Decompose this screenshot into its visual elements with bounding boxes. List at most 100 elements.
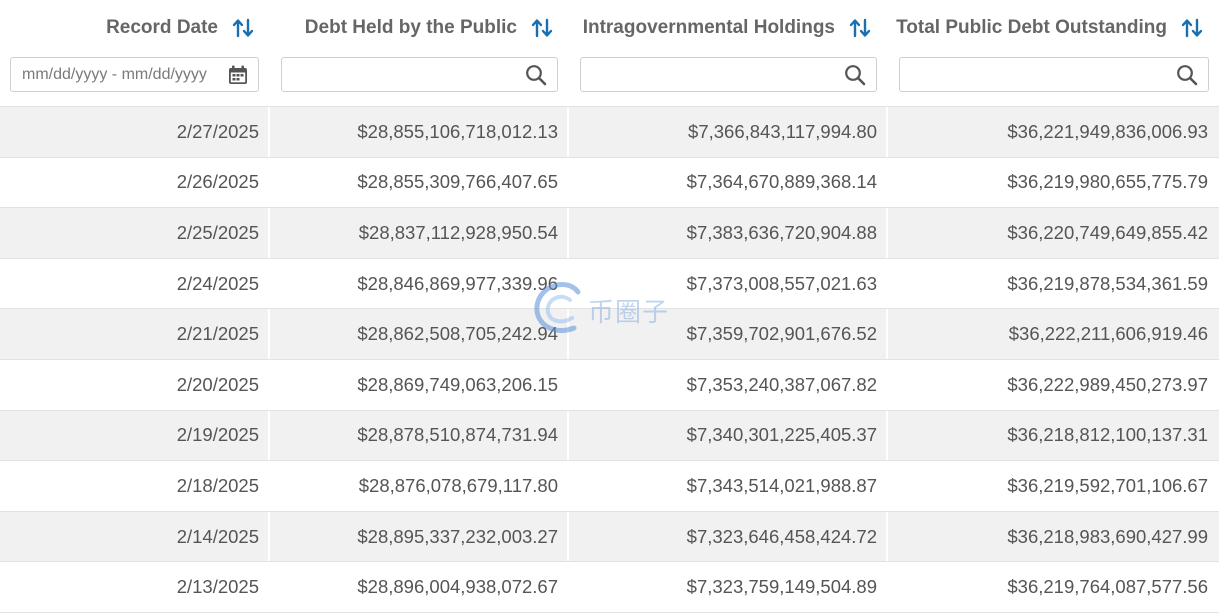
column-separator — [886, 208, 888, 258]
debt-public-search-input[interactable] — [282, 58, 513, 91]
cell-record-date: 2/13/2025 — [176, 576, 259, 598]
cell-total-debt: $36,219,592,701,106.67 — [1007, 474, 1208, 496]
cell-total-debt: $36,221,949,836,006.93 — [1007, 120, 1208, 142]
cell-total-debt: $36,222,211,606,919.46 — [1008, 323, 1208, 345]
sort-arrows-icon[interactable] — [232, 17, 254, 39]
cell-intragov: $7,373,008,557,021.63 — [686, 272, 877, 294]
column-header-record-date[interactable]: Record Date — [0, 0, 254, 56]
table-row: 2/20/2025 $28,869,749,063,206.15 $7,353,24… — [0, 358, 1219, 410]
column-separator — [886, 107, 888, 157]
table-row: 2/18/2025 $28,876,078,679,117.80 $7,343,51… — [0, 460, 1219, 511]
cell-debt-public: $28,837,112,928,950.54 — [358, 221, 558, 243]
cell-record-date: 2/20/2025 — [176, 373, 259, 395]
cell-record-date: 2/24/2025 — [176, 272, 259, 294]
column-separator — [886, 562, 888, 612]
column-separator — [268, 461, 270, 511]
total-debt-search-input[interactable] — [900, 58, 1164, 91]
column-separator — [268, 562, 270, 612]
table-row: 2/19/2025 $28,878,510,874,731.94 $7,340,30… — [0, 409, 1219, 461]
column-header-total-public-debt[interactable]: Total Public Debt Outstanding — [886, 0, 1203, 56]
cell-total-debt: $36,219,878,534,361.59 — [1007, 272, 1208, 294]
column-separator — [886, 309, 888, 359]
column-separator — [567, 208, 569, 258]
calendar-icon[interactable] — [227, 64, 249, 86]
cell-debt-public: $28,878,510,874,731.94 — [357, 424, 558, 446]
cell-intragov: $7,343,514,021,988.87 — [686, 474, 877, 496]
column-separator — [268, 157, 270, 208]
cell-record-date: 2/18/2025 — [176, 474, 259, 496]
cell-record-date: 2/26/2025 — [176, 171, 259, 193]
cell-debt-public: $28,896,004,938,072.67 — [357, 576, 558, 598]
intragov-search-filter[interactable] — [580, 57, 877, 92]
table-body: 2/27/2025 $28,855,106,718,012.13 $7,366,84… — [0, 106, 1219, 612]
date-range-input[interactable] — [11, 58, 214, 91]
column-header-label: Total Public Debt Outstanding — [896, 17, 1167, 38]
cell-intragov: $7,359,702,901,676.52 — [686, 323, 877, 345]
column-header-label: Intragovernmental Holdings — [582, 17, 835, 38]
cell-intragov: $7,383,636,720,904.88 — [686, 221, 877, 243]
cell-debt-public: $28,895,337,232,003.27 — [357, 525, 558, 547]
sort-arrows-icon[interactable] — [849, 17, 871, 39]
column-separator — [886, 359, 888, 410]
cell-intragov: $7,353,240,387,067.82 — [686, 373, 877, 395]
cell-total-debt: $36,219,764,087,577.56 — [1007, 576, 1208, 598]
column-header-debt-held-by-public[interactable]: Debt Held by the Public — [270, 0, 553, 56]
table-row: 2/14/2025 $28,895,337,232,003.27 $7,323,64… — [0, 510, 1219, 562]
sort-arrows-icon[interactable] — [531, 17, 553, 39]
column-separator — [567, 157, 569, 208]
column-header-label: Record Date — [106, 17, 218, 38]
cell-record-date: 2/14/2025 — [176, 525, 259, 547]
column-separator — [886, 157, 888, 208]
search-icon[interactable] — [1176, 64, 1198, 86]
table-row: 2/21/2025 $28,862,508,705,242.94 $7,359,70… — [0, 308, 1219, 359]
column-separator — [886, 410, 888, 461]
cell-total-debt: $36,220,749,649,855.42 — [1007, 221, 1208, 243]
cell-debt-public: $28,869,749,063,206.15 — [357, 373, 558, 395]
cell-debt-public: $28,862,508,705,242.94 — [357, 323, 558, 345]
column-separator — [567, 461, 569, 511]
cell-debt-public: $28,855,309,766,407.65 — [357, 171, 558, 193]
cell-debt-public: $28,876,078,679,117.80 — [358, 474, 558, 496]
column-separator — [567, 511, 569, 562]
search-icon[interactable] — [844, 64, 866, 86]
cell-total-debt: $36,219,980,655,775.79 — [1007, 171, 1208, 193]
column-separator — [567, 562, 569, 612]
column-separator — [567, 309, 569, 359]
intragov-search-input[interactable] — [581, 58, 832, 91]
column-separator — [567, 410, 569, 461]
column-separator — [268, 309, 270, 359]
cell-total-debt: $36,218,812,100,137.31 — [1007, 424, 1208, 446]
column-separator — [886, 511, 888, 562]
cell-record-date: 2/19/2025 — [176, 424, 259, 446]
cell-debt-public: $28,855,106,718,012.13 — [357, 120, 558, 142]
column-separator — [268, 359, 270, 410]
table-row: 2/13/2025 $28,896,004,938,072.67 $7,323,75… — [0, 561, 1219, 612]
cell-intragov: $7,366,843,117,994.80 — [688, 120, 877, 142]
cell-intragov: $7,340,301,225,405.37 — [686, 424, 877, 446]
column-header-label: Debt Held by the Public — [304, 17, 517, 38]
table-row: 2/26/2025 $28,855,309,766,407.65 $7,364,67… — [0, 156, 1219, 208]
table-bottom-border — [0, 612, 1219, 613]
debt-public-search-filter[interactable] — [281, 57, 558, 92]
column-separator — [567, 107, 569, 157]
total-debt-search-filter[interactable] — [899, 57, 1209, 92]
cell-record-date: 2/21/2025 — [176, 323, 259, 345]
cell-total-debt: $36,218,983,690,427.99 — [1007, 525, 1208, 547]
column-separator — [268, 258, 270, 309]
column-header-intragovernmental-holdings[interactable]: Intragovernmental Holdings — [568, 0, 871, 56]
column-separator — [268, 107, 270, 157]
cell-debt-public: $28,846,869,977,339.96 — [357, 272, 558, 294]
cell-intragov: $7,364,670,889,368.14 — [686, 171, 877, 193]
table-row: 2/24/2025 $28,846,869,977,339.96 $7,373,00… — [0, 257, 1219, 309]
date-range-filter[interactable] — [10, 57, 259, 92]
cell-record-date: 2/27/2025 — [176, 120, 259, 142]
cell-total-debt: $36,222,989,450,273.97 — [1007, 373, 1208, 395]
column-separator — [886, 258, 888, 309]
table-row: 2/25/2025 $28,837,112,928,950.54 $7,383,63… — [0, 207, 1219, 258]
table-row: 2/27/2025 $28,855,106,718,012.13 $7,366,84… — [0, 106, 1219, 157]
column-separator — [567, 258, 569, 309]
search-icon[interactable] — [525, 64, 547, 86]
column-separator — [268, 410, 270, 461]
sort-arrows-icon[interactable] — [1181, 17, 1203, 39]
